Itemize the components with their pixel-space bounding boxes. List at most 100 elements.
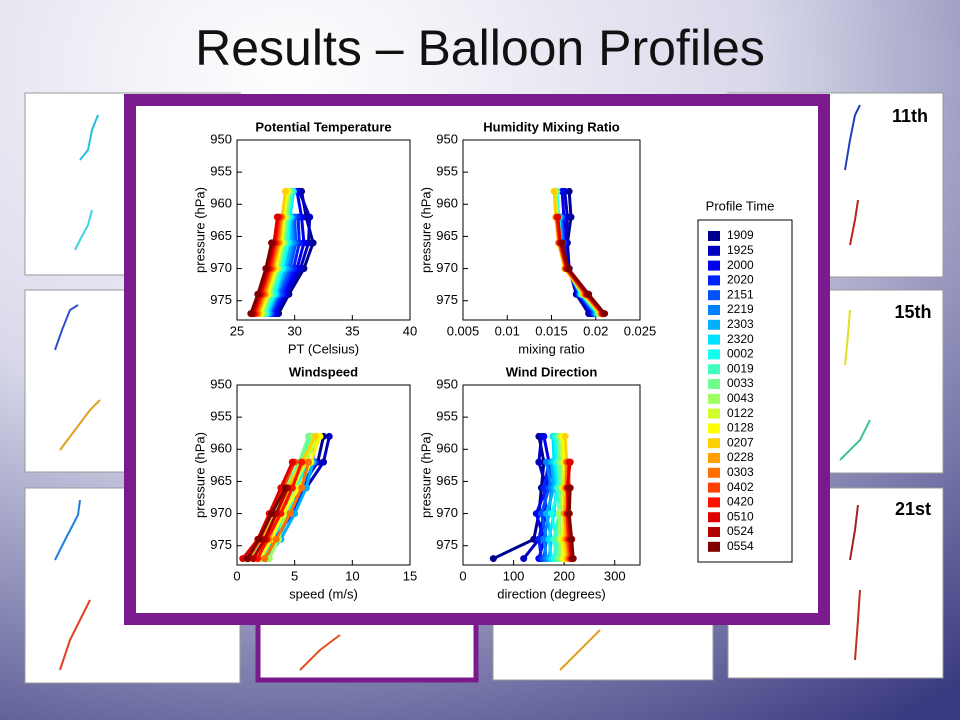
plot-frame: [462, 384, 641, 566]
legend-title: Profile Time: [706, 198, 775, 213]
profile-point: [535, 458, 543, 466]
thumbnail-sketch: [54, 104, 871, 671]
profile-point: [249, 555, 257, 563]
legend-swatch: [708, 245, 720, 256]
legend-swatch: [708, 379, 720, 389]
day-label: 11th: [892, 106, 928, 126]
legend-swatch: [708, 527, 720, 537]
y-tick-label: 975: [210, 537, 232, 552]
legend-swatch: [708, 364, 720, 375]
legend-label: 0033: [727, 376, 754, 390]
y-tick-label: 965: [210, 228, 232, 243]
sketch-line: [844, 104, 861, 171]
legend-label: 0303: [727, 465, 754, 479]
y-tick-label: 950: [436, 376, 458, 391]
legend-label: 2219: [727, 302, 754, 316]
x-tick-label: 0.005: [447, 323, 480, 338]
profile-point: [272, 535, 280, 543]
profile-point: [311, 432, 319, 440]
profile-point: [281, 187, 289, 195]
x-tick-label: 15: [403, 568, 417, 583]
legend-swatch: [708, 290, 720, 301]
legend-label: 2020: [727, 273, 754, 287]
profile-point: [520, 555, 528, 563]
profile-point: [254, 290, 262, 298]
legend-swatch: [708, 319, 720, 330]
profile-point: [601, 310, 609, 318]
profile-point: [558, 187, 566, 195]
profile-point: [288, 458, 296, 466]
profile-point: [261, 555, 269, 563]
legend-label: 2000: [727, 258, 754, 272]
profile-line: [249, 242, 274, 315]
x-tick-label: 0.025: [624, 323, 657, 338]
sketch-line: [844, 309, 851, 366]
y-tick-label: 955: [210, 164, 232, 179]
legend-label: 0524: [727, 524, 754, 538]
y-axis-label: pressure (hPa): [192, 187, 207, 273]
x-tick-label: 0.01: [495, 323, 520, 338]
x-tick-label: 100: [503, 568, 525, 583]
x-axis-label: PT (Celsius): [288, 341, 359, 356]
profile-point: [554, 213, 562, 221]
profile-point: [564, 265, 572, 273]
plot-frame: [236, 384, 411, 566]
profile-point: [298, 484, 306, 492]
sketch-line: [59, 399, 101, 451]
x-tick-label: 200: [553, 568, 575, 583]
profile-point: [532, 510, 540, 518]
legend-label: 0402: [727, 480, 754, 494]
profile-point: [530, 535, 538, 543]
profile-line: [246, 487, 287, 560]
profile-point: [542, 458, 550, 466]
y-tick-label: 965: [210, 473, 232, 488]
y-tick-label: 965: [436, 473, 458, 488]
profile-point: [286, 510, 294, 518]
profile-point: [262, 265, 270, 273]
y-axis-label: pressure (hPa): [418, 432, 433, 518]
y-tick-label: 950: [210, 376, 232, 391]
plot-frame: [236, 139, 411, 321]
y-tick-label: 970: [210, 260, 232, 275]
profile-line: [567, 487, 575, 559]
legend-swatch: [708, 334, 720, 345]
slide-title: Results – Balloon Profiles: [195, 20, 765, 76]
y-tick-label: 970: [210, 505, 232, 520]
sketch-line: [54, 499, 81, 561]
sketch-line: [54, 304, 79, 351]
y-tick-label: 950: [436, 131, 458, 146]
profile-point: [247, 310, 255, 318]
profile-point: [535, 535, 543, 543]
legend-swatch: [708, 453, 720, 463]
x-tick-label: 10: [345, 568, 359, 583]
legend-label: 0228: [727, 450, 754, 464]
legend-label: 0510: [727, 509, 754, 523]
y-tick-label: 955: [210, 409, 232, 424]
x-tick-label: 0.015: [535, 323, 568, 338]
profile-point: [489, 555, 497, 563]
x-axis-label: direction (degrees): [497, 586, 605, 601]
profile-point: [305, 458, 313, 466]
y-tick-label: 975: [436, 292, 458, 307]
legend-swatch: [708, 497, 720, 508]
profile-point: [306, 213, 314, 221]
x-axis-label: speed (m/s): [289, 586, 358, 601]
y-tick-label: 960: [436, 196, 458, 211]
profile-point: [268, 239, 276, 247]
legend-label: 0207: [727, 435, 754, 449]
legend-swatch: [708, 482, 720, 493]
sketch-line: [299, 634, 341, 671]
sketch-line: [849, 504, 859, 561]
legend-swatch: [708, 260, 720, 271]
profile-point: [542, 510, 550, 518]
profile-point: [565, 510, 573, 518]
legend-label: 2151: [727, 287, 754, 301]
profile-point: [566, 484, 574, 492]
y-axis-label: pressure (hPa): [418, 187, 433, 273]
legend-swatch: [708, 438, 720, 449]
legend-label: 2303: [727, 317, 754, 331]
legend-label: 0019: [727, 361, 754, 375]
day-label: 15th: [894, 302, 931, 322]
y-axis-label: pressure (hPa): [192, 432, 207, 518]
sketch-line: [74, 209, 93, 251]
